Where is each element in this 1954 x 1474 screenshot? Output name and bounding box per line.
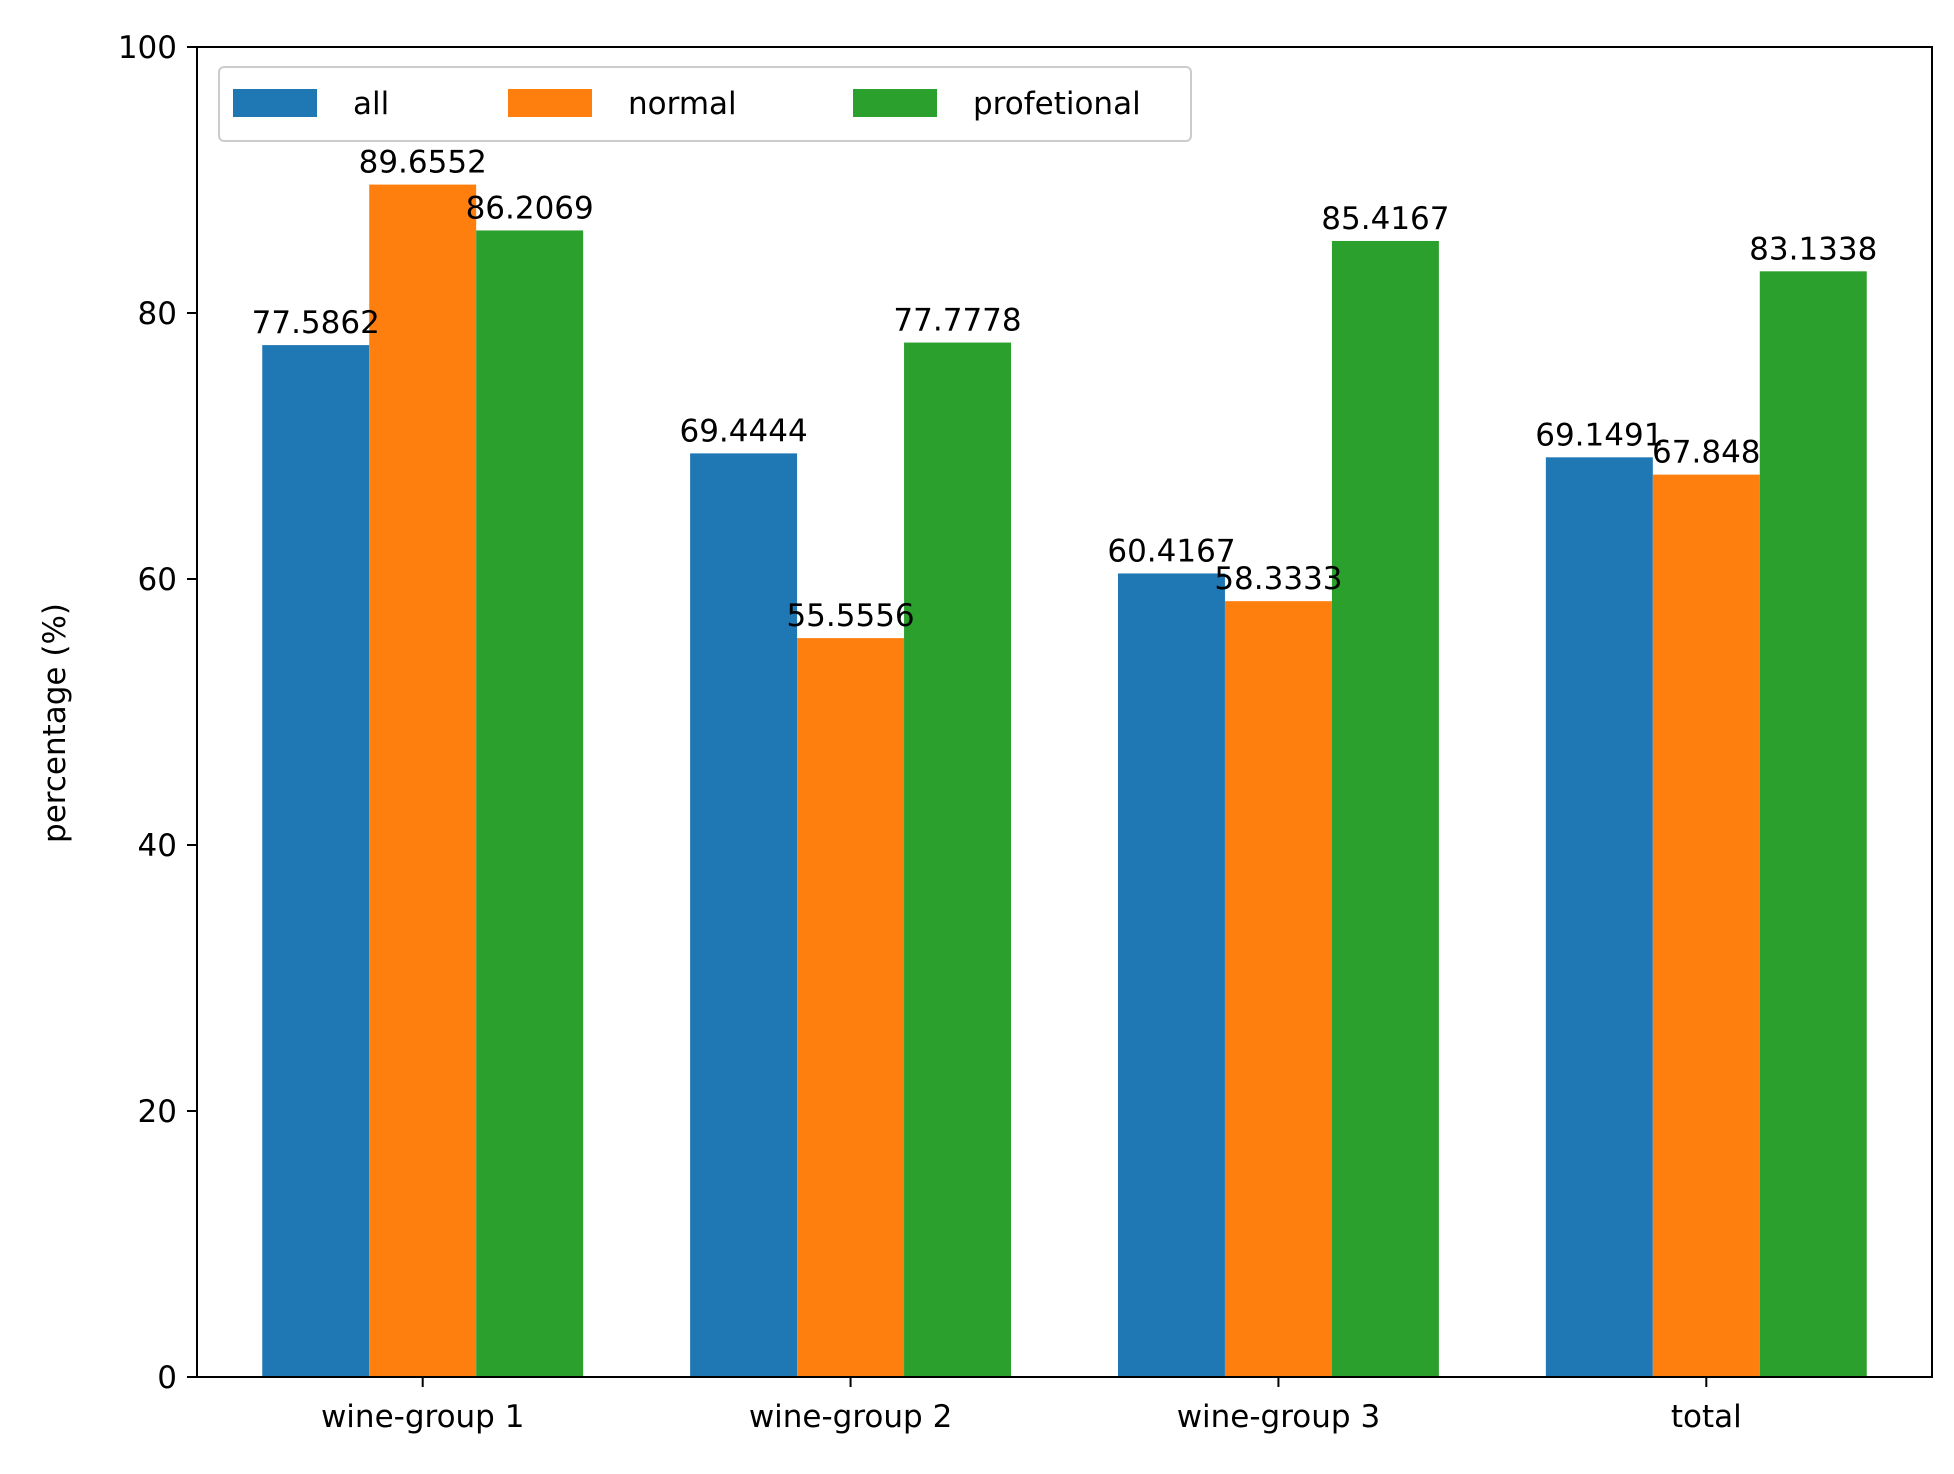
plot-frame bbox=[196, 46, 1933, 1378]
data-label-normal-3: 67.848 bbox=[1652, 435, 1760, 471]
legend-swatch-all bbox=[233, 89, 317, 117]
data-labels-layer: 77.5862 69.4444 60.4167 69.1491 89.6552 55.55… bbox=[252, 145, 1878, 635]
y-tick-label: 0 bbox=[157, 1360, 177, 1396]
legend-swatch-normal bbox=[508, 89, 592, 117]
data-label-all-1: 69.4444 bbox=[679, 413, 807, 449]
legend-label-all: all bbox=[353, 86, 389, 122]
data-label-all-3: 69.1491 bbox=[1535, 417, 1663, 453]
bar-all-1 bbox=[690, 453, 798, 1377]
data-label-all-2: 60.4167 bbox=[1107, 533, 1235, 569]
bar-profetional-0 bbox=[476, 230, 584, 1377]
bar-all-3 bbox=[1545, 457, 1653, 1377]
bars-layer bbox=[262, 184, 1867, 1378]
bar-all-2 bbox=[1117, 573, 1225, 1377]
data-label-profetional-3: 83.1338 bbox=[1749, 231, 1877, 267]
bar-normal-3 bbox=[1652, 474, 1760, 1378]
bar-profetional-1 bbox=[904, 342, 1012, 1377]
data-label-profetional-0: 86.2069 bbox=[466, 190, 594, 226]
legend-swatch-profetional bbox=[853, 89, 937, 117]
bar-profetional-2 bbox=[1331, 240, 1439, 1377]
data-label-normal-1: 55.5556 bbox=[786, 598, 914, 634]
bar-all-0 bbox=[262, 345, 370, 1378]
bar-normal-2 bbox=[1224, 601, 1332, 1377]
legend-box bbox=[218, 66, 1192, 142]
axes-layer: 0 20 40 60 80 100 wine-group 1 wine-group 2 wine… bbox=[118, 30, 1933, 1435]
x-tick-label: wine-group 2 bbox=[749, 1399, 952, 1435]
y-tick-label: 40 bbox=[138, 828, 177, 864]
data-label-profetional-1: 77.7778 bbox=[893, 303, 1021, 339]
legend-label-normal: normal bbox=[628, 86, 737, 122]
y-tick-label: 60 bbox=[138, 562, 177, 598]
data-label-profetional-2: 85.4167 bbox=[1321, 201, 1449, 237]
x-tick-label: total bbox=[1671, 1399, 1742, 1435]
y-axis-label: percentage (%) bbox=[37, 603, 73, 843]
data-label-all-0: 77.5862 bbox=[252, 305, 380, 341]
data-label-normal-2: 58.3333 bbox=[1214, 561, 1342, 597]
y-tick-label: 100 bbox=[118, 30, 177, 66]
bar-normal-0 bbox=[369, 184, 477, 1378]
legend: all normal profetional bbox=[218, 66, 1192, 142]
bar-normal-1 bbox=[797, 638, 905, 1377]
y-tick-label: 80 bbox=[138, 296, 177, 332]
data-label-normal-0: 89.6552 bbox=[359, 145, 487, 181]
x-tick-label: wine-group 1 bbox=[321, 1399, 524, 1435]
y-tick-label: 20 bbox=[138, 1094, 177, 1130]
legend-label-profetional: profetional bbox=[973, 86, 1141, 122]
bar-profetional-3 bbox=[1759, 271, 1867, 1378]
x-tick-label: wine-group 3 bbox=[1177, 1399, 1380, 1435]
